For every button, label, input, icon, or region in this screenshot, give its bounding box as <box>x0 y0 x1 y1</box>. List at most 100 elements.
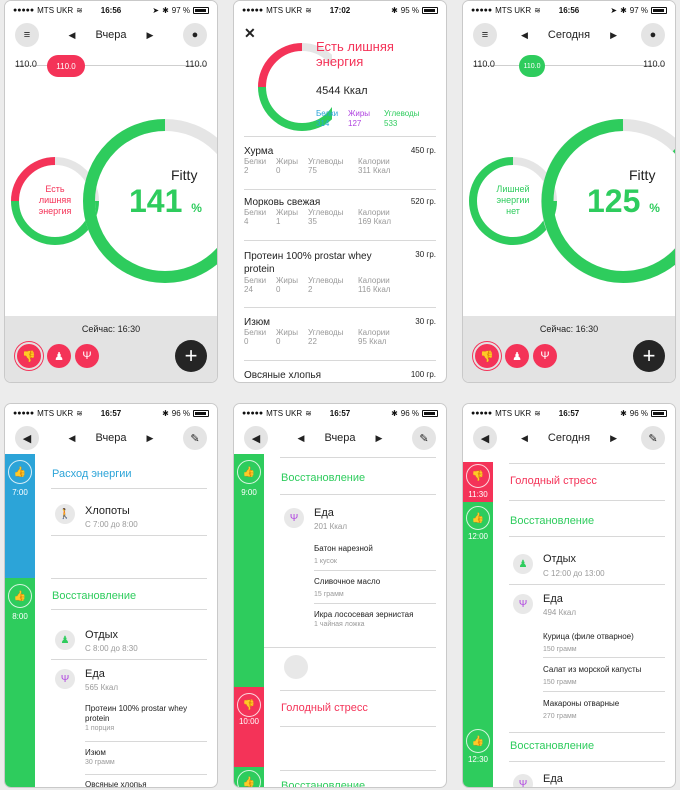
cell: 24 <box>244 285 253 294</box>
prev-day-arrow-icon[interactable]: ◀ <box>68 432 76 443</box>
close-icon: ✕ <box>244 25 256 41</box>
divider <box>51 659 207 660</box>
day-label: Вчера <box>95 29 127 41</box>
event-name[interactable]: Хлопоты <box>85 505 130 517</box>
slider-knob[interactable]: 110.0 <box>519 55 545 77</box>
food-row[interactable]: Протеин 100% prostar whey protein 30 гр. … <box>244 250 436 308</box>
fork-knife-icon: Ψ <box>518 598 528 610</box>
food-subitem[interactable]: Икра лососевая зернистая 1 чайная ложка <box>314 610 424 630</box>
back-button[interactable]: ◀ <box>473 426 497 450</box>
event-name[interactable]: Отдых <box>543 553 577 565</box>
hunger-button[interactable]: 👎 <box>15 342 43 370</box>
add-button[interactable]: + <box>633 340 665 372</box>
edit-button[interactable]: ✎ <box>640 426 665 450</box>
event-name[interactable]: Еда <box>543 593 563 605</box>
food-grams: 520 гр. <box>410 197 436 206</box>
fork-knife-icon: Ψ <box>289 512 299 524</box>
timeline-time: 12:00 <box>467 532 489 541</box>
battery-label: 97 % <box>171 5 190 15</box>
signal-icon: ●●●●● <box>242 409 264 417</box>
add-button[interactable]: + <box>175 340 207 372</box>
nav-bar: ◀ ◀ Вчера ▶ ✎ <box>234 422 446 454</box>
now-time-label: Сейчас: 16:30 <box>539 324 599 334</box>
food-row[interactable]: Морковь свежая 520 гр. Белки Жиры Углеводы К… <box>244 197 436 241</box>
status-bar: ●●●●● MTS UKR ≋ 16:57 ✱ 96 % <box>463 404 675 422</box>
thumb-down-icon: 👎 <box>471 470 485 482</box>
wifi-icon: ≋ <box>534 5 541 15</box>
weight-slider[interactable]: 110.0 110.0 110.0 <box>473 55 665 77</box>
event-icon: Ψ <box>513 594 533 614</box>
screen-energy-details: ●●●●● MTS UKR ≋ 17:02 ✱ 95 % ✕ Есть лишняя … <box>233 0 447 383</box>
plus-icon: + <box>642 343 656 368</box>
food-row[interactable]: Овсяные хлопья 100 гр. <box>244 370 436 382</box>
food-subitem-name: Икра лососевая зернистая <box>314 610 414 619</box>
signal-icon: ●●●●● <box>471 6 493 14</box>
food-subitem[interactable]: Изюм 30 грамм <box>85 748 195 768</box>
close-button[interactable]: ✕ <box>244 25 256 42</box>
col-label: Белки <box>244 208 267 217</box>
next-day-arrow-icon[interactable]: ▶ <box>375 432 383 443</box>
small-ring-red-arc <box>11 157 56 202</box>
food-button[interactable]: Ψ <box>75 344 99 368</box>
divider <box>314 570 436 571</box>
next-day-arrow-icon[interactable]: ▶ <box>146 29 154 40</box>
divider <box>51 609 207 610</box>
event-icon: Ψ <box>284 508 304 528</box>
signal-icon: ●●●●● <box>13 6 35 14</box>
food-button[interactable]: Ψ <box>533 344 557 368</box>
menu-button[interactable]: ≡ <box>473 23 497 47</box>
event-name[interactable]: Еда <box>85 668 105 680</box>
prev-day-arrow-icon[interactable]: ◀ <box>68 29 76 40</box>
food-subitem[interactable]: Сливочное масло 15 грамм <box>314 577 424 600</box>
event-name[interactable]: Еда <box>314 507 334 519</box>
prev-day-arrow-icon[interactable]: ◀ <box>520 29 528 40</box>
timeline-time: 10:00 <box>238 717 260 726</box>
macro-value: 533 <box>384 119 398 128</box>
hunger-button[interactable]: 👎 <box>473 342 501 370</box>
back-button[interactable]: ◀ <box>244 426 268 450</box>
day-switcher: ◀ Сегодня ▶ <box>521 432 617 444</box>
thumb-up-badge: 👍 <box>237 460 261 484</box>
weight-slider[interactable]: 110.0 110.0 110.0 <box>15 55 207 77</box>
macro-protein: Белки 314 <box>316 109 338 129</box>
chat-button[interactable]: ● <box>640 23 665 47</box>
action-row: 👎 ♟ Ψ + <box>5 340 217 372</box>
prev-day-arrow-icon[interactable]: ◀ <box>520 432 528 443</box>
food-name: Протеин 100% prostar whey protein <box>244 251 372 275</box>
event-subtitle: С 7:00 до 8:00 <box>85 520 138 529</box>
food-subitem[interactable]: Макароны отварные 270 грамм <box>543 699 663 722</box>
edit-button[interactable]: ✎ <box>412 426 436 450</box>
menu-button[interactable]: ≡ <box>15 23 39 47</box>
back-button[interactable]: ◀ <box>15 426 39 450</box>
edit-button[interactable]: ✎ <box>183 426 207 450</box>
food-subitem[interactable]: Салат из морской капусты 150 грамм <box>543 665 663 688</box>
thumb-up-icon: 👍 <box>242 466 256 478</box>
next-day-arrow-icon[interactable]: ▶ <box>610 29 617 40</box>
food-row[interactable]: Хурма 450 гр. Белки Жиры Углеводы Калории 2 0… <box>244 146 436 190</box>
chat-bubble-icon: ● <box>191 29 199 41</box>
prev-day-arrow-icon[interactable]: ◀ <box>297 432 305 443</box>
food-subitem[interactable]: Курица (филе отварное) 150 грамм <box>543 632 663 655</box>
chat-button[interactable]: ● <box>183 23 207 47</box>
event-name[interactable]: Отдых <box>85 629 119 641</box>
status-bar: ●●●●● MTS UKR ≋ 16:56 ➤ ✱ 97 % <box>463 1 675 19</box>
event-name[interactable]: Еда <box>543 773 563 785</box>
food-subitem[interactable]: Протеин 100% prostar whey protein 1 порци… <box>85 704 195 734</box>
activity-button[interactable]: ♟ <box>47 344 71 368</box>
macro-carbs: Углеводы 533 <box>384 109 419 129</box>
slider-knob[interactable]: 110.0 <box>47 55 85 77</box>
divider <box>509 732 665 733</box>
energy-percent: 125 % <box>587 183 660 220</box>
macro-value: 127 <box>348 119 362 128</box>
activity-button[interactable]: ♟ <box>505 344 529 368</box>
thumb-up-icon: 👍 <box>471 512 485 524</box>
screen-timeline-yesterday: ●●●●● MTS UKR ≋ 16:57 ✱ 96 % ◀ ◀ Вчера ▶ ✎ … <box>4 403 218 788</box>
food-subitem[interactable]: Овсяные хлопья <box>85 780 195 787</box>
next-day-arrow-icon[interactable]: ▶ <box>146 432 154 443</box>
food-subitem[interactable]: Батон нарезной 1 кусок <box>314 544 424 567</box>
food-row[interactable]: Изюм 30 гр. Белки Жиры Углеводы Калории 0 0 22… <box>244 317 436 361</box>
divider <box>509 584 665 585</box>
food-subitem-name: Салат из морской капусты <box>543 665 642 674</box>
next-day-arrow-icon[interactable]: ▶ <box>610 432 617 443</box>
divider <box>543 657 665 658</box>
